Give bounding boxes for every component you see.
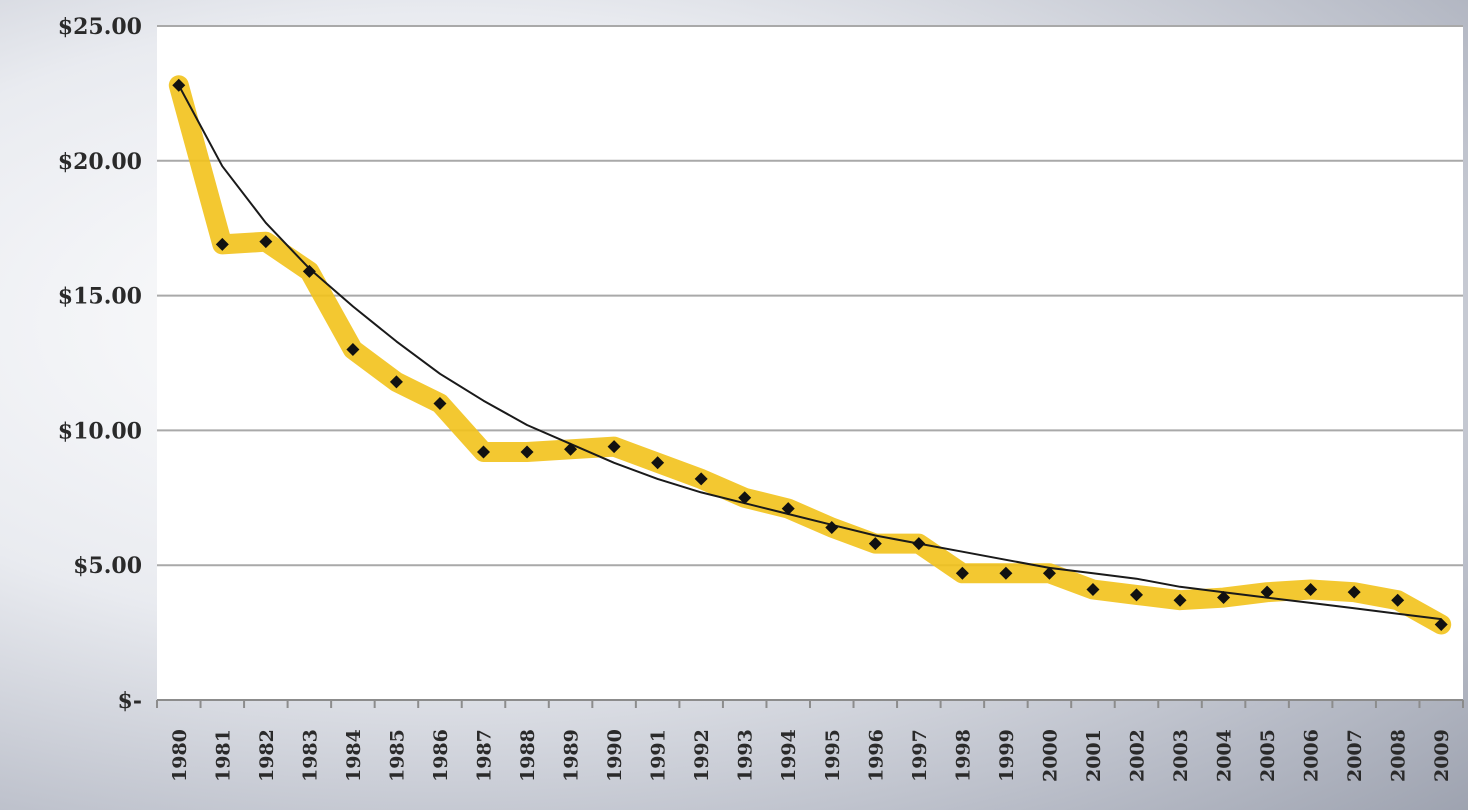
x-tick-label: 1999 — [996, 729, 1018, 782]
y-axis-tick-labels: $- $5.00 $10.00 $15.00 $20.00 $25.00 — [58, 14, 142, 714]
x-tick-label: 1981 — [212, 729, 234, 782]
gridlines — [157, 25, 1463, 567]
x-tick-label: 1980 — [169, 729, 191, 782]
data-point — [781, 502, 795, 516]
data-point — [1391, 593, 1405, 607]
x-tick-label: 1997 — [909, 729, 931, 782]
x-tick-label: 1987 — [474, 729, 496, 782]
data-point — [259, 235, 273, 249]
data-point — [564, 442, 578, 456]
data-point — [694, 472, 708, 486]
data-point — [520, 445, 534, 459]
y-tick-label: $15.00 — [58, 284, 142, 310]
data-point — [1260, 585, 1274, 599]
series-line — [168, 75, 1452, 635]
data-point — [172, 78, 186, 92]
x-tick-label: 1983 — [299, 729, 321, 782]
data-point — [1304, 582, 1318, 596]
data-point — [433, 396, 447, 410]
y-tick-label: $25.00 — [58, 14, 142, 40]
y-tick-label: $- — [118, 688, 142, 714]
data-point — [1434, 618, 1448, 632]
data-point — [651, 456, 665, 470]
data-point — [346, 343, 360, 357]
x-tick-label: 1986 — [430, 729, 452, 782]
x-tick-label: 1985 — [386, 729, 408, 782]
x-tick-label: 2005 — [1257, 729, 1279, 782]
data-point — [825, 520, 839, 534]
data-point — [1042, 566, 1056, 580]
x-tick-label: 1993 — [735, 729, 757, 782]
data-point — [1217, 591, 1231, 605]
data-point — [738, 491, 752, 505]
y-tick-label: $10.00 — [58, 418, 142, 444]
x-tick-label: 1990 — [604, 729, 626, 782]
data-point — [1173, 593, 1187, 607]
x-tick-label: 1998 — [952, 729, 974, 782]
x-tick-label: 1989 — [561, 729, 583, 782]
x-tick-label: 2003 — [1170, 729, 1192, 782]
x-tick-label: 1996 — [865, 729, 887, 782]
x-tick-label: 2000 — [1039, 729, 1061, 782]
x-tick-label: 2001 — [1083, 729, 1105, 782]
x-tick-label: 2007 — [1344, 729, 1366, 782]
data-point — [302, 264, 316, 278]
x-tick-label: 1984 — [343, 729, 365, 782]
data-point — [955, 566, 969, 580]
x-axis: 1980 1981 1982 1983 1984 1985 1986 1987 1988 1989… — [156, 699, 1464, 782]
x-tick-label: 2008 — [1388, 729, 1410, 782]
x-tick-label: 1992 — [691, 729, 713, 782]
x-tick-label: 2004 — [1214, 729, 1236, 782]
x-tick-label: 2009 — [1431, 729, 1453, 782]
x-tick-label: 1991 — [648, 729, 670, 782]
x-tick-label: 1988 — [517, 729, 539, 782]
data-point — [607, 440, 621, 454]
x-tick-label: 1994 — [778, 729, 800, 782]
y-tick-label: $5.00 — [73, 553, 142, 579]
data-point — [215, 237, 229, 251]
x-tick-label: 2006 — [1301, 729, 1323, 782]
data-point — [999, 566, 1013, 580]
data-point — [1086, 582, 1100, 596]
data-point — [868, 537, 882, 551]
trendline — [177, 84, 1442, 621]
series-layer — [168, 75, 1452, 635]
data-point — [477, 445, 490, 459]
data-point — [389, 375, 403, 389]
data-point — [1130, 588, 1143, 602]
data-point — [912, 537, 926, 551]
x-tick-label: 2002 — [1127, 729, 1149, 782]
y-tick-label: $20.00 — [58, 149, 142, 175]
data-point — [1347, 585, 1361, 599]
x-tick-label: 1982 — [256, 729, 278, 782]
x-tick-label: 1995 — [822, 729, 844, 782]
